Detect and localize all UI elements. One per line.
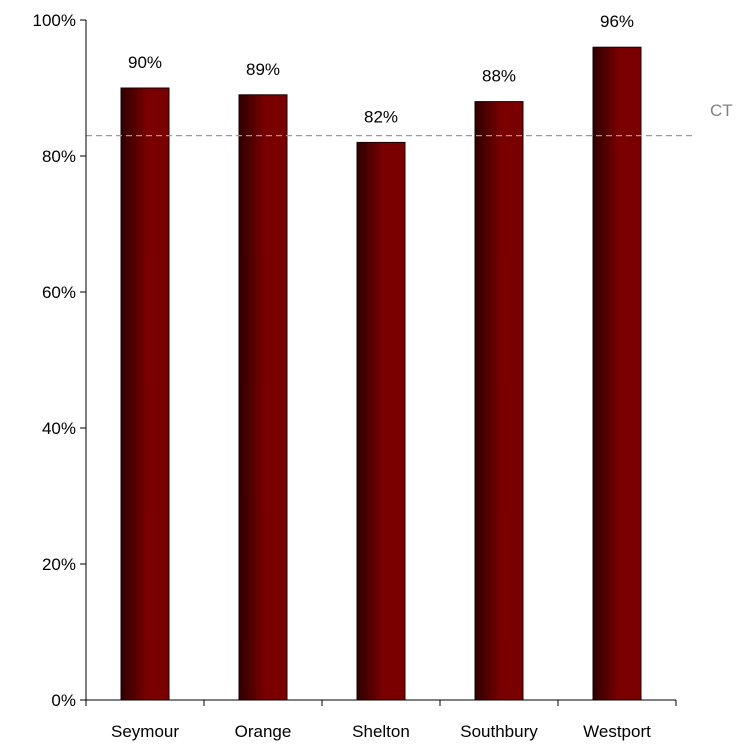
data-label-seymour: 90%	[128, 53, 162, 72]
data-label-westport: 96%	[600, 12, 634, 31]
category-label-seymour: Seymour	[111, 722, 179, 741]
y-tick-label: 60%	[42, 283, 76, 302]
y-tick-label: 80%	[42, 147, 76, 166]
bar-seymour	[120, 87, 170, 701]
data-label-orange: 89%	[246, 60, 280, 79]
category-label-shelton: Shelton	[352, 722, 410, 741]
category-label-westport: Westport	[583, 722, 651, 741]
bars-group	[120, 46, 642, 701]
category-label-orange: Orange	[235, 722, 292, 741]
data-label-shelton: 82%	[364, 107, 398, 126]
labels-group: 90% Seymour 89% Orange 82% Shelton 88% Southbur…	[33, 11, 733, 741]
reference-line-label: CT	[710, 101, 733, 120]
bar-orange	[238, 94, 288, 701]
axes-group	[80, 19, 677, 706]
y-tick-label: 100%	[33, 11, 76, 30]
bar-shelton	[356, 141, 406, 701]
category-label-southbury: Southbury	[460, 722, 538, 741]
y-tick-label: 0%	[51, 691, 76, 710]
y-tick-label: 20%	[42, 555, 76, 574]
y-tick-label: 40%	[42, 419, 76, 438]
bar-westport	[592, 46, 642, 701]
bar-southbury	[474, 101, 524, 701]
data-label-southbury: 88%	[482, 67, 516, 86]
